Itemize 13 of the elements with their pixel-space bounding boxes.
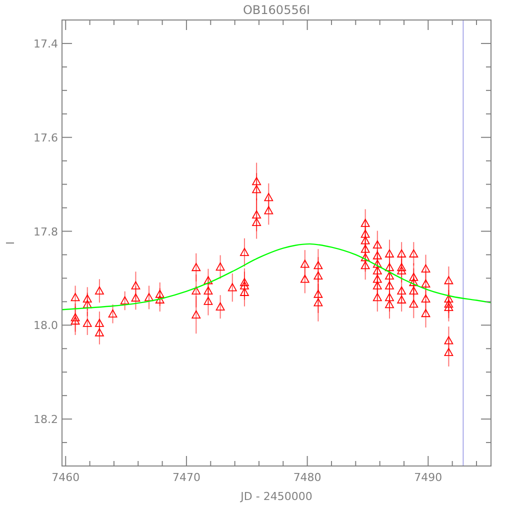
line-series — [62, 243, 491, 310]
y-tick-label: 17.4 — [34, 37, 58, 50]
x-tick-label: 7490 — [414, 471, 442, 484]
x-tick-label: 7460 — [52, 471, 80, 484]
chart-title: OB160556I — [242, 3, 310, 17]
y-tick-label: 17.6 — [34, 131, 58, 144]
x-axis-title: JD - 2450000 — [240, 490, 312, 503]
y-tick-label: 18.2 — [34, 413, 58, 426]
x-tick-label: 7480 — [293, 471, 322, 484]
y-tick-label: 18.0 — [34, 319, 58, 332]
y-axis-title: I — [4, 241, 17, 245]
y-tick-label: 17.8 — [34, 225, 58, 238]
x-tick-label: 7470 — [172, 471, 200, 484]
